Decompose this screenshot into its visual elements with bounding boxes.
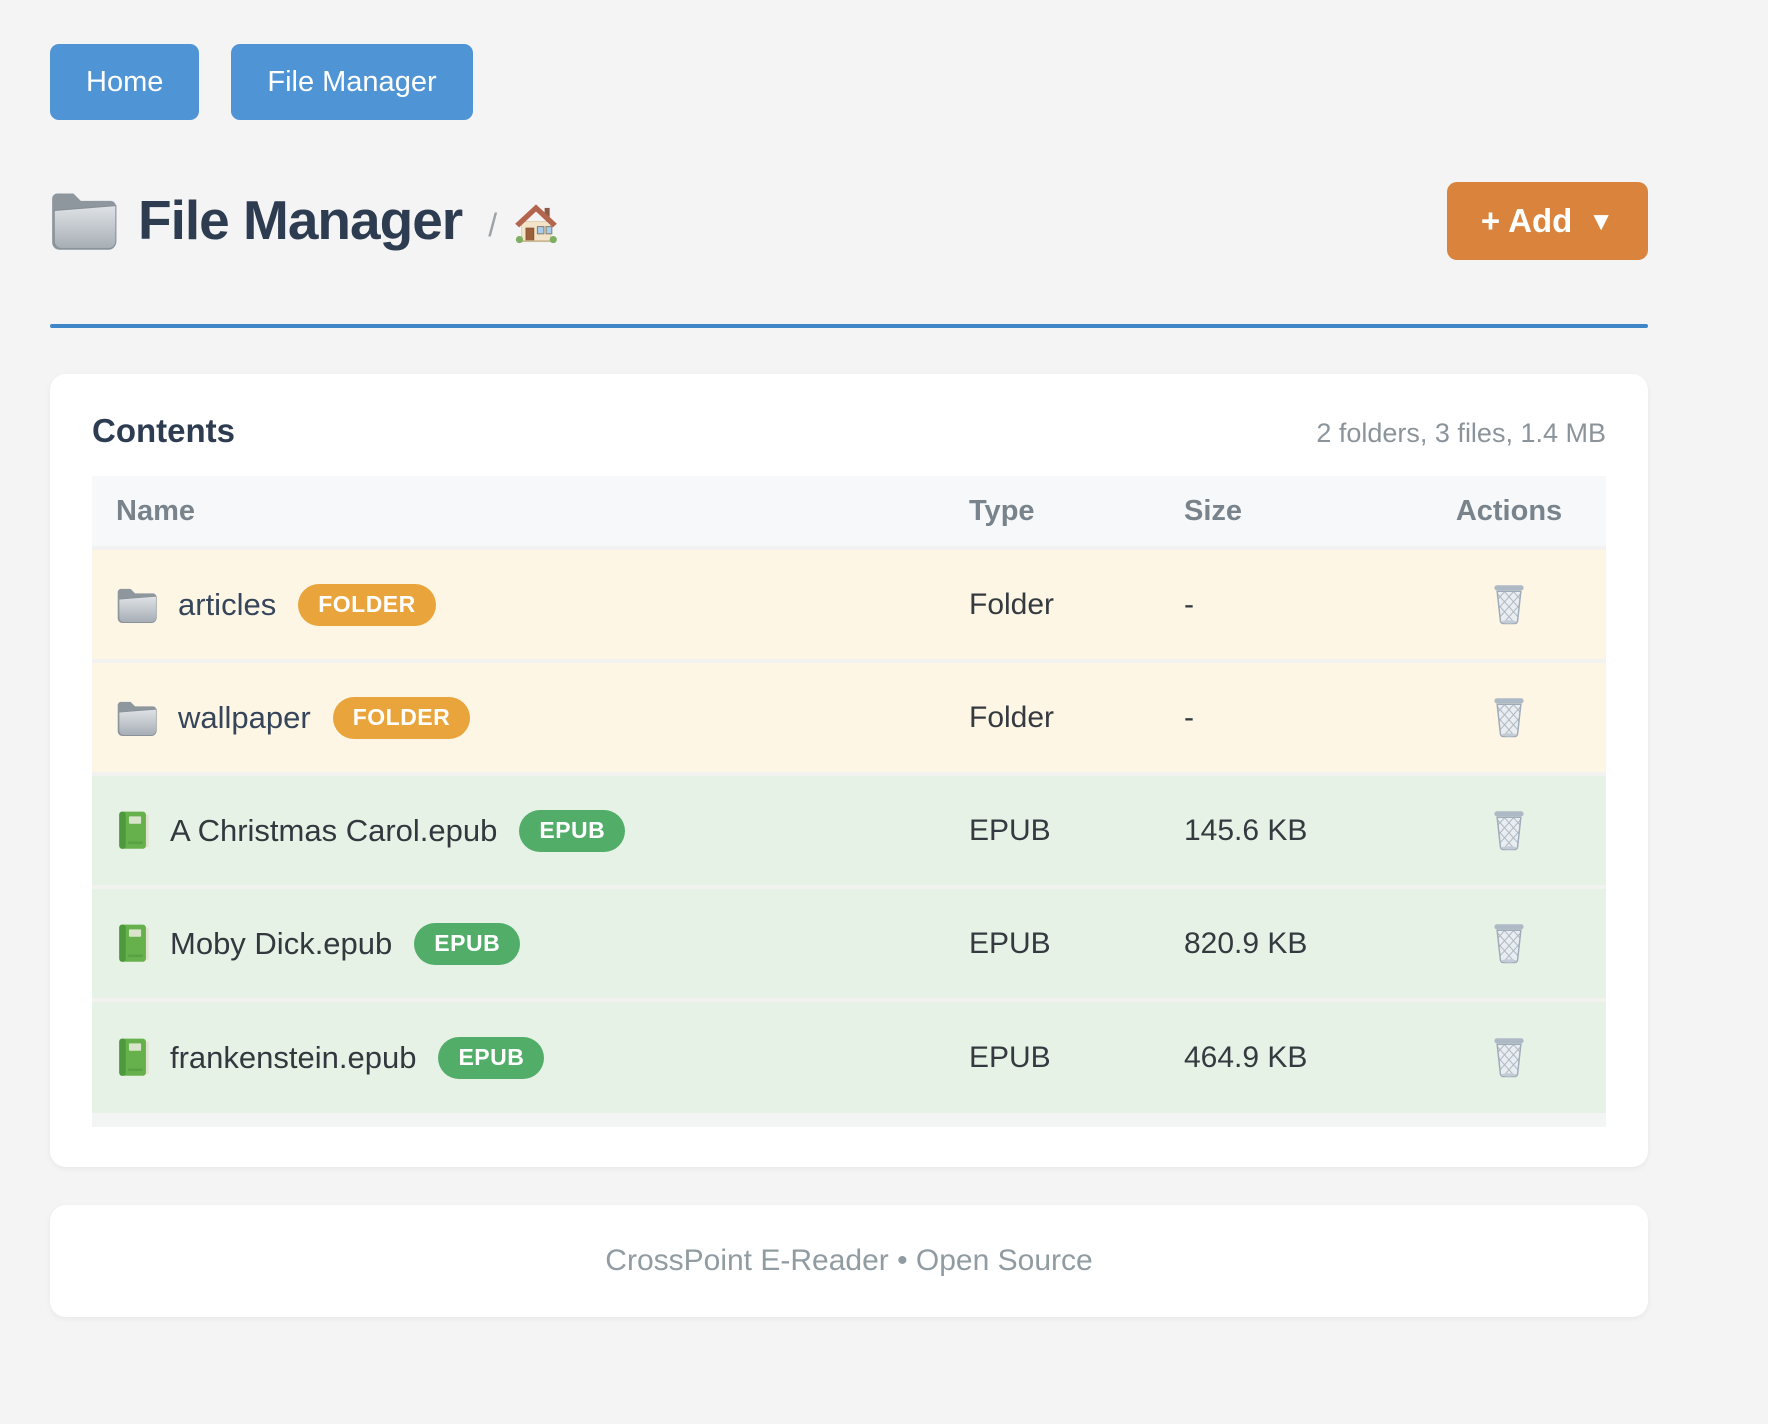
contents-card-header: Contents 2 folders, 3 files, 1.4 MB [92,412,1606,450]
header-divider [50,324,1648,328]
nav-file-manager-button[interactable]: File Manager [231,44,473,120]
book-icon [116,810,150,852]
top-nav: Home File Manager [50,44,1648,120]
delete-button[interactable] [1488,1032,1530,1082]
delete-button[interactable] [1488,805,1530,855]
file-size: 145.6 KB [1184,772,1412,887]
table-row: A Christmas Carol.epub EPUB EPUB 145.6 K… [92,772,1606,887]
caret-down-icon: ▼ [1588,205,1614,236]
column-header-size: Size [1184,476,1412,548]
trash-icon [1492,583,1526,625]
page-title: File Manager [138,189,463,251]
file-table: Name Type Size Actions articles FOLDER F… [92,476,1606,1113]
file-name-link[interactable]: articles [178,586,277,622]
contents-title: Contents [92,412,235,449]
table-row: frankenstein.epub EPUB EPUB 464.9 KB [92,998,1606,1113]
table-header-row: Name Type Size Actions [92,476,1606,548]
nav-home-button[interactable]: Home [50,44,200,120]
file-name-link[interactable]: Moby Dick.epub [170,925,393,961]
type-badge: EPUB [519,809,626,852]
home-icon[interactable] [513,200,559,246]
delete-button[interactable] [1488,918,1530,968]
folder-icon [50,190,118,250]
file-name-link[interactable]: wallpaper [178,699,311,735]
file-type: Folder [969,546,1184,661]
breadcrumb-separator: / [488,206,498,243]
delete-button[interactable] [1488,692,1530,742]
column-header-name: Name [92,476,969,548]
file-size: 820.9 KB [1184,885,1412,1000]
trash-icon [1492,696,1526,738]
table-row: articles FOLDER Folder - [92,546,1606,661]
page: Home File Manager File Manager / + Add ▼… [50,44,1648,1317]
contents-card: Contents 2 folders, 3 files, 1.4 MB Name… [50,374,1648,1167]
column-header-actions: Actions [1412,476,1606,548]
file-size: 464.9 KB [1184,998,1412,1113]
trash-icon [1492,922,1526,964]
file-type: EPUB [969,772,1184,887]
file-type: EPUB [969,885,1184,1000]
file-type: Folder [969,659,1184,774]
add-button[interactable]: + Add ▼ [1446,182,1648,260]
column-header-type: Type [969,476,1184,548]
folder-icon [116,587,158,623]
type-badge: FOLDER [298,583,436,626]
file-type: EPUB [969,998,1184,1113]
footer-text: CrossPoint E-Reader • Open Source [605,1244,1093,1277]
page-header: File Manager / + Add ▼ [50,172,1648,268]
contents-summary: 2 folders, 3 files, 1.4 MB [1316,418,1606,448]
trash-icon [1492,809,1526,851]
file-name-link[interactable]: frankenstein.epub [170,1039,417,1075]
trash-icon [1492,1036,1526,1078]
file-size: - [1184,659,1412,774]
folder-icon [116,700,158,736]
table-row: Moby Dick.epub EPUB EPUB 820.9 KB [92,885,1606,1000]
type-badge: EPUB [414,922,521,965]
file-size: - [1184,546,1412,661]
table-row: wallpaper FOLDER Folder - [92,659,1606,774]
book-icon [116,1037,150,1079]
type-badge: FOLDER [332,696,471,739]
type-badge: EPUB [438,1036,545,1079]
table-footer-strip [92,1113,1606,1127]
footer: CrossPoint E-Reader • Open Source [50,1205,1648,1317]
add-button-label: + Add [1480,202,1573,239]
book-icon [116,923,150,965]
delete-button[interactable] [1488,579,1530,629]
file-name-link[interactable]: A Christmas Carol.epub [170,812,498,848]
